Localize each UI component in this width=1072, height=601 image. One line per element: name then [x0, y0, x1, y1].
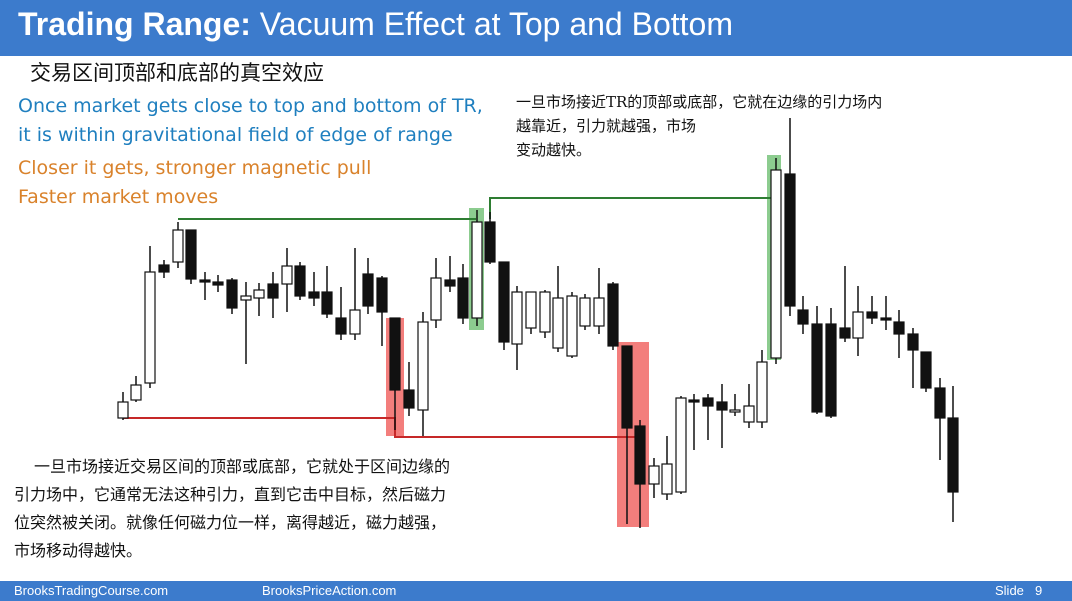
bull-candle-body: [675, 397, 687, 493]
bull-candle-body: [729, 409, 741, 413]
bull-candle-body: [253, 289, 265, 299]
slide-label: Slide: [995, 583, 1024, 598]
bull-candle-body: [579, 297, 591, 327]
footer-link-brookstradingcourse[interactable]: BrooksTradingCourse.com: [14, 583, 169, 598]
annotation-bottom-line-4: 市场移动得越快。: [14, 541, 143, 560]
bear-candle-body: [893, 321, 905, 335]
bear-candle-body: [444, 279, 456, 287]
bear-candle-body: [621, 345, 633, 429]
bear-candle-body: [199, 279, 211, 283]
bear-candle-body: [934, 387, 946, 419]
bear-candle-body: [866, 311, 878, 319]
english-line-3: Closer it gets, stronger magnetic pull: [18, 157, 372, 179]
bear-candle-body: [212, 281, 224, 286]
annotation-top-line-2: 越靠近，引力就越强，市场: [516, 117, 697, 135]
bear-candle-body: [797, 309, 809, 325]
bear-candle-body: [688, 399, 700, 403]
slide-title-rest: Vacuum Effect at Top and Bottom: [259, 6, 733, 42]
bull-candle-body: [471, 221, 483, 319]
footer-bar: BrooksTradingCourse.com BrooksPriceActio…: [0, 581, 1072, 601]
bull-candle-body: [552, 297, 564, 349]
annotation-top-chinese: 一旦市场接近TR的顶部或底部，它就在边缘的引力场内 越靠近，引力就越强，市场 变…: [516, 90, 976, 162]
english-line-2: it is within gravitational field of edge…: [18, 124, 453, 146]
english-line-4: Faster market moves: [18, 186, 219, 208]
bear-candle-body: [484, 221, 496, 263]
bull-candle-body: [770, 169, 782, 359]
candles-layer: [117, 118, 959, 528]
bear-candle-body: [634, 425, 646, 485]
bull-candle-body: [417, 321, 429, 411]
slide-title-bold: Trading Range:: [18, 6, 251, 42]
bear-candle-body: [947, 417, 959, 493]
bull-candle-body: [743, 405, 755, 423]
bear-candle-body: [716, 401, 728, 411]
bear-candle-body: [185, 229, 197, 280]
bull-candle-body: [281, 265, 293, 285]
bull-candle-body: [511, 291, 523, 345]
bear-candle-body: [702, 397, 714, 407]
bull-candle-body: [144, 271, 156, 384]
annotation-bottom-line-2: 引力场中，它通常无法这种引力，直到它击中目标，然后磁力: [14, 485, 447, 504]
bear-candle-body: [321, 291, 333, 315]
bear-candle-body: [362, 273, 374, 307]
bear-candle-body: [158, 264, 170, 273]
bear-candle-body: [839, 327, 851, 339]
bear-candle-body: [294, 265, 306, 297]
annotation-bottom-line-3: 位突然被关闭。就像任何磁力位一样，离得越近，磁力越强，: [14, 513, 447, 532]
top-level-line-2: [489, 197, 775, 219]
bear-candle-body: [457, 277, 469, 319]
bear-candle-body: [825, 323, 837, 417]
annotation-bottom-chinese: 一旦市场接近交易区间的顶部或底部，它就处于区间边缘的 引力场中，它通常无法这种引…: [14, 453, 592, 565]
title-bar: Trading Range: Vacuum Effect at Top and …: [0, 0, 1072, 56]
bull-candle-body: [661, 463, 673, 495]
bull-candle-body: [539, 291, 551, 333]
bull-candle-body: [566, 295, 578, 357]
bull-candle-body: [756, 361, 768, 423]
bear-candle-body: [811, 323, 823, 413]
subtitle-chinese: 交易区间顶部和底部的真空效应: [30, 61, 324, 85]
bull-candle-body: [852, 311, 864, 339]
bear-candle-body: [335, 317, 347, 335]
bull-candle-body: [172, 229, 184, 263]
bull-candle-body: [648, 465, 660, 485]
bear-candle-body: [880, 317, 892, 321]
bear-candle-body: [403, 389, 415, 409]
slide-number: 9: [1035, 583, 1043, 598]
english-line-1: Once market gets close to top and bottom…: [18, 95, 483, 117]
slide-title: Trading Range: Vacuum Effect at Top and …: [18, 6, 733, 43]
bear-candle-body: [784, 173, 796, 307]
bear-candle-body: [498, 261, 510, 343]
bear-candle-body: [267, 283, 279, 299]
bear-candle-body: [376, 277, 388, 313]
footer-link-brookspriceaction[interactable]: BrooksPriceAction.com: [262, 583, 397, 598]
bottom-level-line: [123, 417, 640, 438]
annotation-top-line-3: 变动越快。: [516, 141, 592, 159]
bull-candle-body: [130, 384, 142, 401]
bull-candle-body: [117, 401, 129, 419]
annotation-bottom-line-1: 一旦市场接近交易区间的顶部或底部，它就处于区间边缘的: [34, 457, 451, 476]
bear-candle-body: [308, 291, 320, 299]
bull-candle-body: [593, 297, 605, 327]
bear-candle-body: [607, 283, 619, 347]
bear-candle-body: [389, 317, 401, 391]
bull-candle-body: [349, 309, 361, 335]
bull-candle-body: [430, 277, 442, 321]
bull-candle-body: [525, 291, 537, 329]
bear-candle-body: [907, 333, 919, 351]
bear-candle-body: [920, 351, 932, 389]
bull-candle-body: [240, 295, 252, 301]
bear-candle-body: [226, 279, 238, 309]
annotation-top-line-1: 一旦市场接近TR的顶部或底部，它就在边缘的引力场内: [516, 93, 883, 111]
